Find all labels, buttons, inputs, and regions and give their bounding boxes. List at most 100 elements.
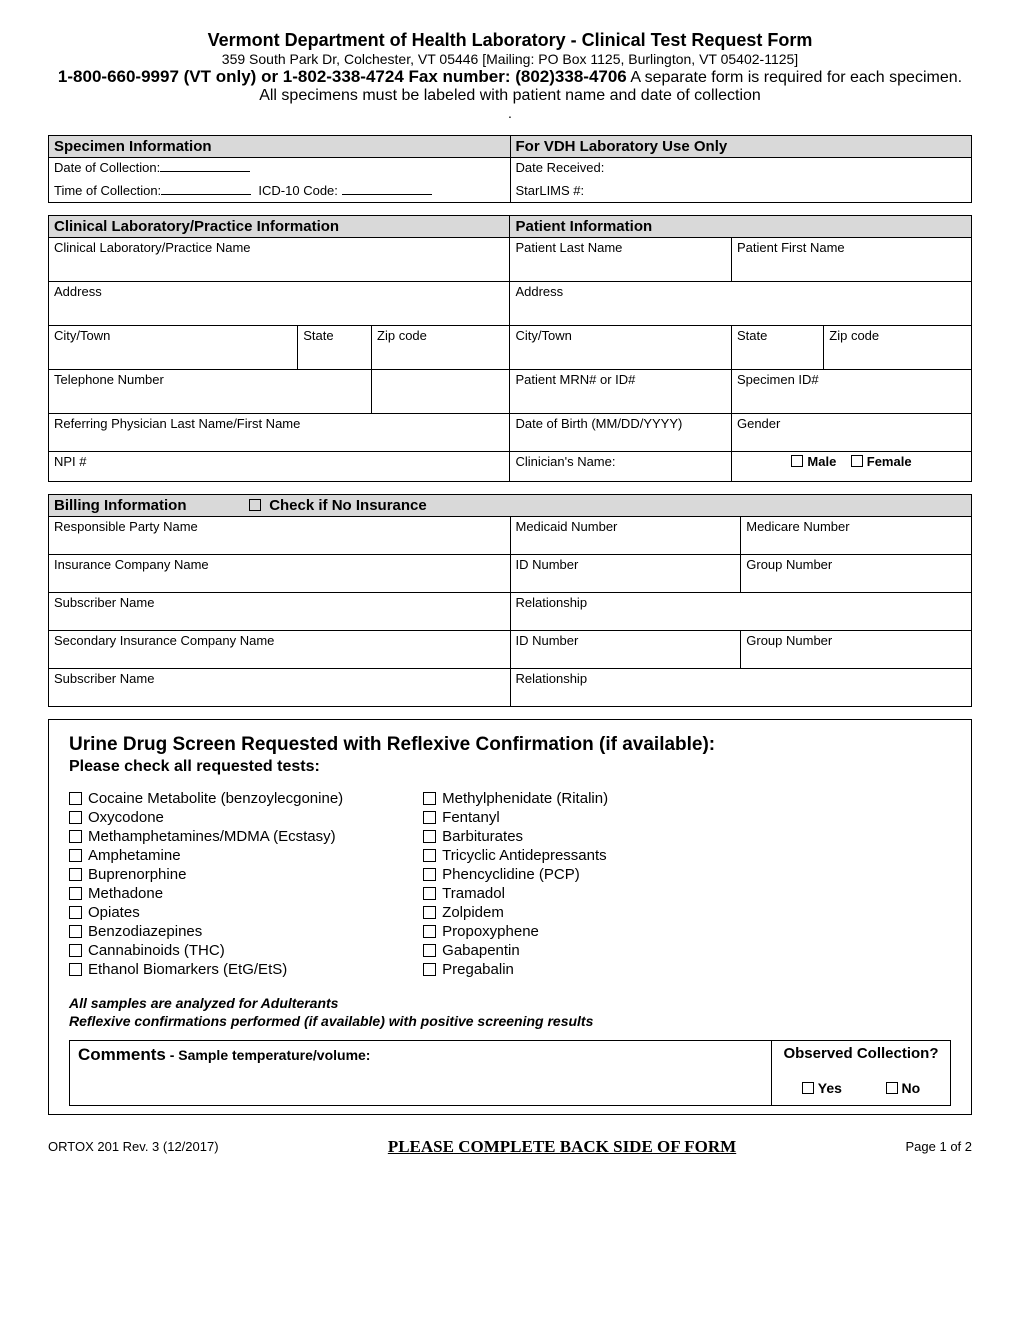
billing-heading-row: Billing Information Check if No Insuranc… [49,494,972,516]
test-checkbox[interactable] [69,963,82,976]
test-item: Buprenorphine [69,866,343,883]
time-of-collection-label: Time of Collection: [54,183,161,198]
clinical-address-field[interactable]: Address [49,281,510,325]
male-checkbox[interactable] [791,455,803,467]
icd10-field[interactable] [342,194,432,195]
test-item: Pregabalin [423,961,608,978]
medicare-field[interactable]: Medicare Number [741,516,972,554]
test-item: Methamphetamines/MDMA (Ecstasy) [69,828,343,845]
clinical-name-field[interactable]: Clinical Laboratory/Practice Name [49,237,510,281]
sec-subscriber-field[interactable]: Subscriber Name [49,668,511,706]
test-checkbox[interactable] [423,849,436,862]
id-number-field[interactable]: ID Number [510,554,741,592]
test-checkbox[interactable] [69,830,82,843]
test-checkbox[interactable] [423,906,436,919]
relationship-field[interactable]: Relationship [510,592,972,630]
patient-first-field[interactable]: Patient First Name [731,237,971,281]
test-item: Propoxyphene [423,923,608,940]
test-checkbox[interactable] [423,944,436,957]
clinical-tel-blank[interactable] [372,369,510,413]
female-checkbox[interactable] [851,455,863,467]
medicaid-field[interactable]: Medicaid Number [510,516,741,554]
group-number-field[interactable]: Group Number [741,554,972,592]
test-checkbox[interactable] [423,868,436,881]
patient-address-field[interactable]: Address [510,281,972,325]
test-checkbox[interactable] [423,887,436,900]
gender-options: Male Female [731,451,971,481]
test-checkbox[interactable] [69,925,82,938]
subscriber-name-field[interactable]: Subscriber Name [49,592,511,630]
test-checkbox[interactable] [69,811,82,824]
sec-id-field[interactable]: ID Number [510,630,741,668]
test-item: Cocaine Metabolite (benzoylecgonine) [69,790,343,807]
observed-no-checkbox[interactable] [886,1082,898,1094]
test-item: Tricyclic Antidepressants [423,847,608,864]
observed-collection-box: Observed Collection? Yes No [771,1040,951,1106]
clinical-tel-field[interactable]: Telephone Number [49,369,372,413]
npi-field[interactable]: NPI # [49,451,510,481]
secondary-insurance-field[interactable]: Secondary Insurance Company Name [49,630,511,668]
specimen-table: Specimen Information For VDH Laboratory … [48,135,972,203]
test-checkbox[interactable] [69,887,82,900]
test-label: Ethanol Biomarkers (EtG/EtS) [88,961,287,978]
test-checkbox[interactable] [69,868,82,881]
test-checkbox[interactable] [69,944,82,957]
test-item: Ethanol Biomarkers (EtG/EtS) [69,961,343,978]
test-checkbox[interactable] [69,792,82,805]
observed-yes-checkbox[interactable] [802,1082,814,1094]
comments-title: Comments [78,1045,166,1064]
patient-mrn-field[interactable]: Patient MRN# or ID# [510,369,732,413]
form-phone-line: 1-800-660-9997 (VT only) or 1-802-338-47… [48,67,972,105]
patient-dob-field[interactable]: Date of Birth (MM/DD/YYYY) [510,413,732,451]
insurance-company-field[interactable]: Insurance Company Name [49,554,511,592]
test-label: Propoxyphene [442,923,539,940]
observed-label: Observed Collection? [780,1045,942,1062]
footer-mid: PLEASE COMPLETE BACK SIDE OF FORM [388,1137,736,1157]
tests-columns: Cocaine Metabolite (benzoylecgonine) Oxyc… [69,790,951,980]
comments-field[interactable]: Comments - Sample temperature/volume: [69,1040,771,1106]
page-number: Page 1 of 2 [906,1139,973,1154]
test-item: Opiates [69,904,343,921]
test-checkbox[interactable] [69,906,82,919]
no-insurance-label: Check if No Insurance [269,497,427,514]
test-label: Gabapentin [442,942,520,959]
date-of-collection-field[interactable] [160,171,250,172]
form-title: Vermont Department of Health Laboratory … [48,30,972,51]
sec-relationship-field[interactable]: Relationship [510,668,972,706]
test-item: Tramadol [423,885,608,902]
patient-state-field[interactable]: State [731,325,823,369]
responsible-party-field[interactable]: Responsible Party Name [49,516,511,554]
yes-label: Yes [818,1080,842,1096]
test-checkbox[interactable] [423,925,436,938]
patient-last-field[interactable]: Patient Last Name [510,237,732,281]
patient-city-field[interactable]: City/Town [510,325,732,369]
clinical-zip-field[interactable]: Zip code [372,325,510,369]
no-insurance-checkbox[interactable] [249,499,261,511]
patient-gender-label: Gender [731,413,971,451]
test-checkbox[interactable] [423,811,436,824]
test-checkbox[interactable] [423,792,436,805]
test-label: Phencyclidine (PCP) [442,866,580,883]
test-checkbox[interactable] [423,830,436,843]
form-header: Vermont Department of Health Laboratory … [48,30,972,121]
test-label: Benzodiazepines [88,923,202,940]
tests-col1: Cocaine Metabolite (benzoylecgonine) Oxyc… [69,790,343,980]
test-checkbox[interactable] [423,963,436,976]
billing-table: Billing Information Check if No Insuranc… [48,494,972,707]
test-checkbox[interactable] [69,849,82,862]
clinical-state-field[interactable]: State [298,325,372,369]
test-label: Oxycodone [88,809,164,826]
sec-group-field[interactable]: Group Number [741,630,972,668]
test-label: Pregabalin [442,961,514,978]
test-label: Methylphenidate (Ritalin) [442,790,608,807]
patient-zip-field[interactable]: Zip code [824,325,972,369]
test-label: Buprenorphine [88,866,186,883]
patient-specimen-field[interactable]: Specimen ID# [731,369,971,413]
referring-physician-field[interactable]: Referring Physician Last Name/First Name [49,413,510,451]
test-item: Phencyclidine (PCP) [423,866,608,883]
clinician-name-field[interactable]: Clinician's Name: [510,451,732,481]
test-label: Tricyclic Antidepressants [442,847,607,864]
clinical-patient-table: Clinical Laboratory/Practice Information… [48,215,972,482]
clinical-city-field[interactable]: City/Town [49,325,298,369]
time-of-collection-field[interactable] [161,194,251,195]
